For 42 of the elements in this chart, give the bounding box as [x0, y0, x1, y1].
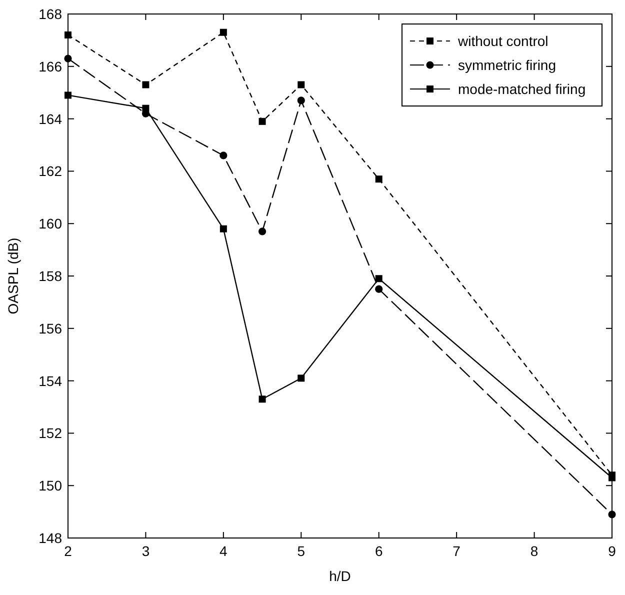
point: [64, 92, 72, 99]
y-tick-label: 160: [38, 216, 62, 232]
point: [608, 510, 616, 518]
y-tick-label: 158: [38, 268, 62, 284]
y-tick-label: 150: [38, 478, 62, 494]
point: [220, 225, 227, 232]
point: [220, 28, 227, 36]
x-tick-label: 4: [220, 543, 228, 559]
x-tick-label: 3: [142, 543, 150, 559]
y-tick-label: 162: [38, 163, 62, 180]
point: [142, 81, 150, 88]
x-axis-title: h/D: [329, 568, 351, 584]
point: [375, 176, 382, 183]
y-tick-label: 156: [38, 320, 62, 336]
point: [375, 285, 383, 293]
x-tick-label: 8: [530, 543, 538, 559]
legend-label: without control: [457, 33, 548, 49]
point: [220, 152, 228, 160]
y-tick-label: 152: [38, 425, 62, 442]
y-tick-label: 166: [38, 58, 62, 74]
point: [297, 96, 305, 104]
point: [375, 275, 382, 282]
point: [298, 81, 305, 88]
legend-label: symmetric firing: [458, 57, 556, 73]
point: [64, 31, 72, 38]
y-tick-label: 168: [38, 6, 62, 22]
point: [258, 228, 266, 236]
point: [298, 374, 305, 382]
y-axis-title: OASPL (dB): [5, 238, 21, 314]
y-tick-label: 154: [38, 372, 62, 389]
x-tick-label: 6: [374, 543, 383, 559]
legend-label: mode-matched firing: [458, 81, 586, 97]
y-tick-label: 164: [38, 110, 62, 127]
x-tick-label: 9: [608, 543, 616, 559]
point: [258, 396, 266, 403]
y-tick-label: 148: [38, 530, 62, 546]
x-tick-label: 7: [452, 543, 461, 559]
x-tick-label: 5: [297, 543, 306, 559]
point: [258, 118, 266, 125]
point: [64, 54, 72, 62]
x-tick-label: 2: [64, 543, 72, 559]
point: [142, 104, 150, 112]
